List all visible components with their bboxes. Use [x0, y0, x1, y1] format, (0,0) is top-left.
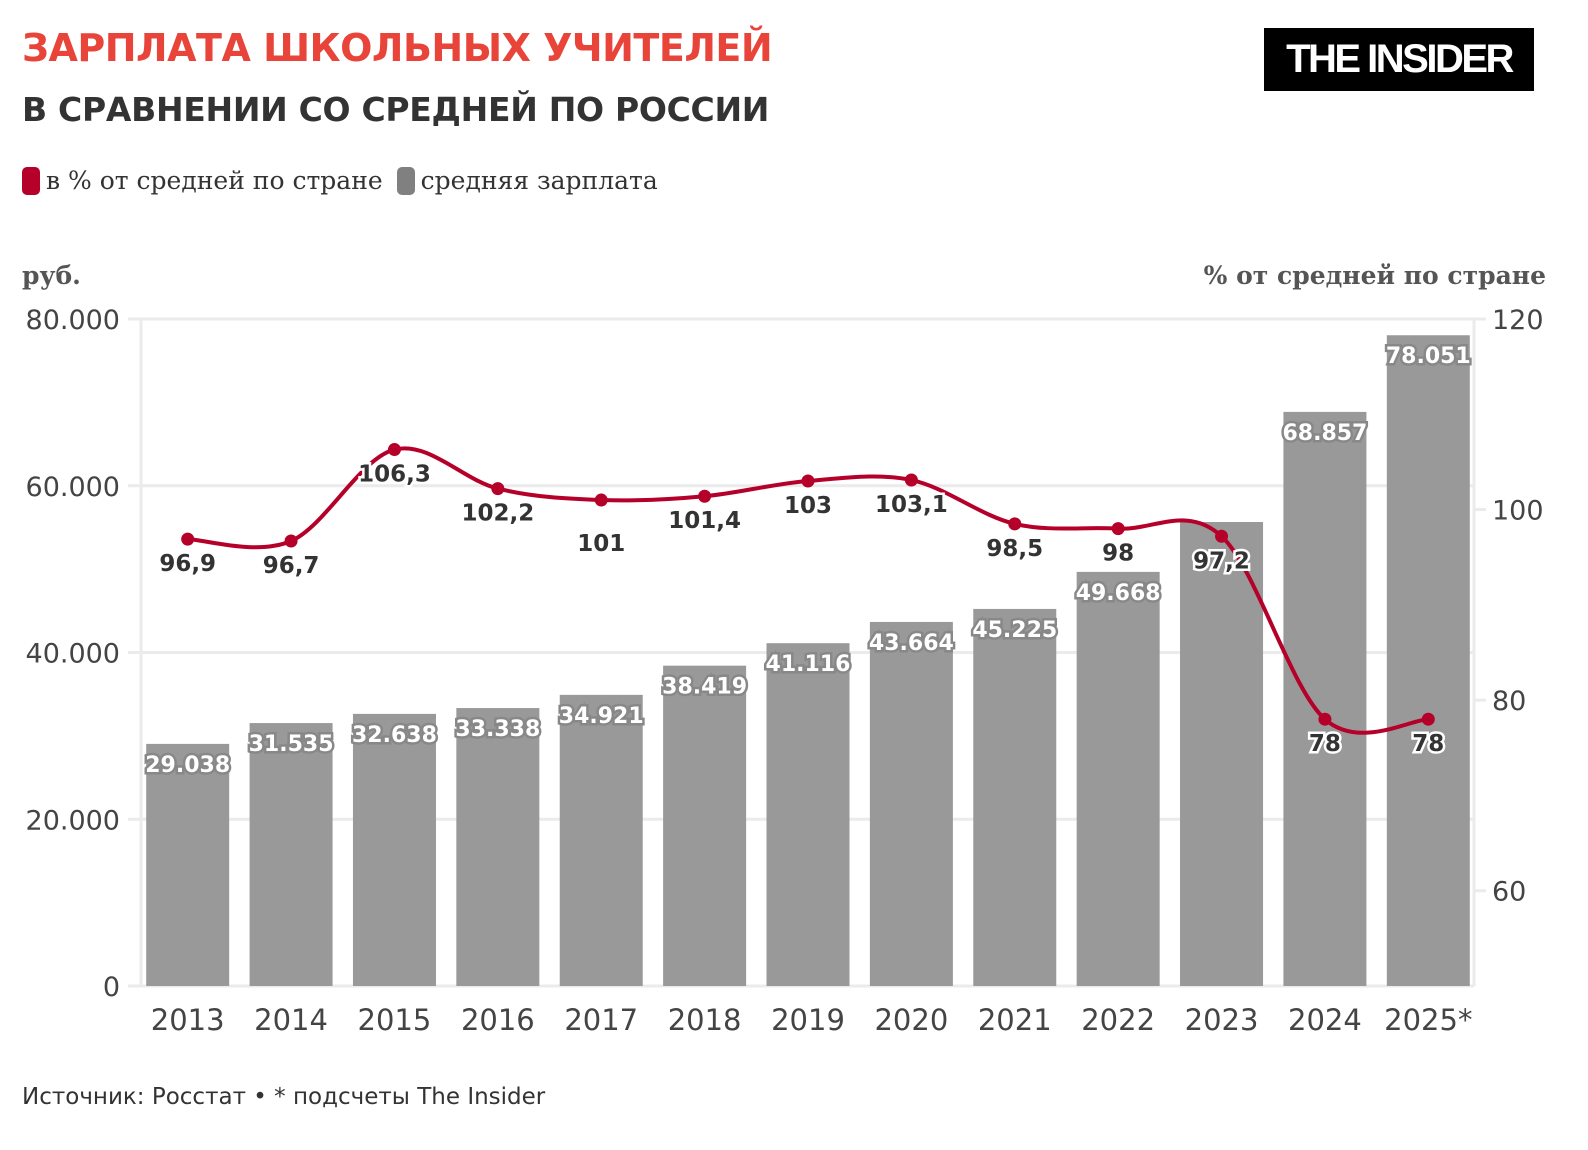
bar-data-label: 34.921: [559, 704, 644, 729]
legend-swatch-bar: [396, 166, 415, 195]
line-point: [801, 474, 815, 488]
line-point: [594, 493, 608, 507]
left-tick-label: 0: [103, 972, 120, 1003]
line-point: [491, 482, 505, 496]
left-tick-label: 60.000: [26, 472, 120, 503]
line-point: [1421, 712, 1435, 726]
legend: в % от средней по стране средняя зарплат…: [22, 166, 672, 195]
bar-data-label: 78.051: [1386, 344, 1471, 369]
line-point: [1318, 712, 1332, 726]
right-tick-label: 120: [1492, 305, 1544, 336]
x-tick-label: 2015: [358, 1003, 432, 1037]
left-tick-label: 20.000: [26, 805, 120, 836]
chart-title: ЗАРПЛАТА ШКОЛЬНЫХ УЧИТЕЛЕЙ: [22, 26, 773, 70]
x-tick-label: 2023: [1185, 1003, 1259, 1037]
x-tick-label: 2022: [1081, 1003, 1155, 1037]
line-point: [181, 532, 195, 546]
line-data-label: 78: [1412, 731, 1444, 757]
logo: THE INSIDER: [1264, 28, 1534, 91]
bar-data-label: 45.225: [972, 618, 1057, 643]
bar: [146, 743, 230, 986]
source-note: Источник: Росстат • * подсчеты The Insid…: [22, 1084, 546, 1110]
line-point: [904, 473, 918, 487]
line-point: [1215, 529, 1229, 543]
x-tick-label: 2013: [151, 1003, 225, 1037]
left-tick-label: 40.000: [26, 639, 120, 670]
x-tick-label: 2018: [668, 1003, 742, 1037]
line-data-label: 103: [784, 493, 832, 519]
line-data-label: 101,4: [668, 508, 741, 534]
line-data-label: 101: [577, 531, 625, 557]
right-tick-label: 100: [1492, 496, 1544, 527]
legend-label-line: в % от средней по стране: [46, 166, 383, 195]
bar: [1180, 522, 1264, 986]
bar: [766, 643, 850, 986]
bar: [1386, 335, 1470, 987]
bar: [456, 708, 540, 986]
line-data-label: 78: [1309, 731, 1341, 757]
line-point: [698, 489, 712, 503]
x-tick-label: 2017: [564, 1003, 638, 1037]
bar-data-label: 43.664: [869, 631, 954, 656]
bar: [1283, 411, 1367, 986]
bar: [559, 694, 643, 986]
bar: [352, 713, 436, 986]
bar-data-label: 68.857: [1282, 421, 1367, 446]
legend-label-bar: средняя зарплата: [420, 166, 658, 195]
line-point: [284, 534, 298, 548]
left-tick-label: 80.000: [26, 305, 120, 336]
x-tick-label: 2024: [1288, 1003, 1362, 1037]
line-point: [1111, 522, 1125, 536]
x-tick-label: 2019: [771, 1003, 845, 1037]
bar-data-label: 38.419: [662, 675, 747, 700]
right-tick-label: 80: [1492, 686, 1526, 717]
bar: [1076, 571, 1160, 986]
bar: [973, 608, 1057, 986]
x-tick-label: 2025*: [1384, 1003, 1472, 1037]
line-data-label: 103,1: [875, 492, 948, 518]
bar: [249, 723, 333, 986]
right-axis-title: % от средней по стране: [1204, 261, 1546, 290]
line-point: [387, 443, 401, 457]
line-data-label: 96,9: [159, 551, 216, 577]
bar: [663, 665, 747, 986]
line-data-label: 98,5: [986, 536, 1043, 562]
right-tick-label: 60: [1492, 877, 1526, 908]
line-data-label: 98: [1102, 541, 1134, 567]
x-tick-label: 2020: [874, 1003, 948, 1037]
bar-data-label: 31.535: [249, 732, 334, 757]
bar-data-label: 41.116: [766, 652, 851, 677]
bar: [869, 621, 953, 986]
x-tick-label: 2021: [978, 1003, 1052, 1037]
bar-data-label: 32.638: [352, 723, 437, 748]
x-tick-label: 2016: [461, 1003, 535, 1037]
line-data-label: 97,2: [1193, 548, 1250, 574]
line-data-label: 106,3: [358, 462, 431, 488]
line-point: [1008, 517, 1022, 531]
left-axis-title: руб.: [22, 261, 81, 290]
chart-subtitle: В СРАВНЕНИИ СО СРЕДНЕЙ ПО РОССИИ: [22, 90, 770, 129]
line-data-label: 102,2: [461, 501, 534, 527]
bar-data-label: 29.038: [145, 753, 230, 778]
line-data-label: 96,7: [263, 553, 320, 579]
x-tick-label: 2014: [254, 1003, 328, 1037]
legend-swatch-line: [22, 166, 40, 195]
bar-data-label: 33.338: [455, 717, 540, 742]
bar-data-label: 49.668: [1076, 581, 1161, 606]
